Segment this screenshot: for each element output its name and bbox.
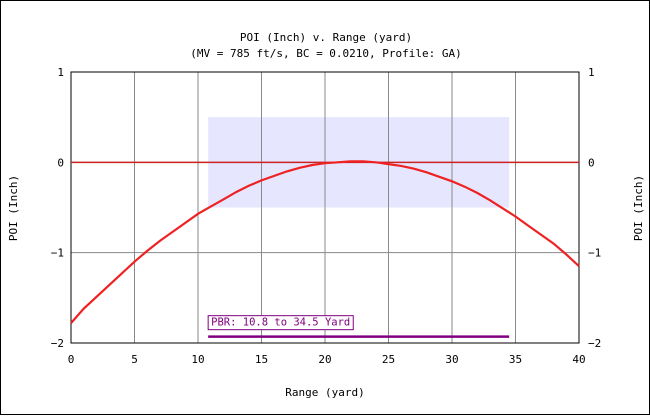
y-tick-label-right: −2 (588, 337, 601, 350)
x-tick-labels: 0 5 10 15 20 25 30 35 40 (68, 353, 586, 366)
y-tick-label-left: −1 (51, 247, 64, 260)
pbr-label: PBR: 10.8 to 34.5 Yard (211, 317, 350, 329)
chart-title: POI (Inch) v. Range (yard) (240, 31, 412, 44)
y-axis-label-left: POI (Inch) (7, 175, 20, 241)
trajectory-line (70, 160, 580, 324)
x-tick-label: 40 (572, 353, 585, 366)
pbr-label-box (207, 315, 354, 331)
x-axis-label: Range (yard) (285, 386, 364, 399)
x-tick-label: 30 (445, 353, 458, 366)
y-tick-labels-left: 1 0 −1 −2 (51, 66, 64, 350)
pbr-annotation: PBR: 10.8 to 34.5 Yard (207, 315, 510, 338)
x-tick-label: 35 (509, 353, 522, 366)
y-tick-label-left: 0 (57, 156, 64, 169)
y-tick-label-right: 0 (588, 156, 595, 169)
x-tick-label: 15 (255, 353, 268, 366)
y-tick-label-right: −1 (588, 247, 601, 260)
x-tick-label: 20 (318, 353, 331, 366)
y-tick-label-right: 1 (588, 66, 595, 79)
x-tick-label: 5 (131, 353, 138, 366)
chart-subtitle: (MV = 785 ft/s, BC = 0.0210, Profile: GA… (190, 47, 462, 60)
x-tick-label: 0 (68, 353, 75, 366)
y-axis-label-right: POI (Inch) (632, 175, 645, 241)
y-tick-label-left: −2 (51, 337, 64, 350)
x-tick-label: 10 (191, 353, 204, 366)
y-tick-labels-right: 1 0 −1 −2 (588, 66, 601, 350)
plot-border (70, 71, 580, 344)
y-tick-label-left: 1 (57, 66, 64, 79)
x-tick-label: 25 (382, 353, 395, 366)
